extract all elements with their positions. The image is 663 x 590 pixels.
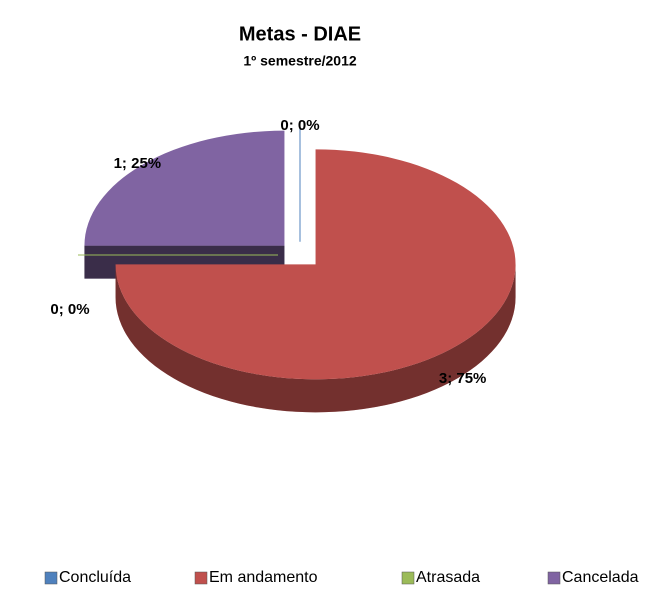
- legend-label: Concluída: [59, 569, 131, 586]
- legend-label: Atrasada: [416, 569, 480, 586]
- legend-swatch: [547, 571, 561, 585]
- legend-swatch: [401, 571, 415, 585]
- data-label: 0; 0%: [280, 117, 319, 134]
- legend-swatch: [44, 571, 58, 585]
- data-label: 3; 75%: [439, 370, 487, 387]
- slice-side-shade: [115, 264, 516, 413]
- legend-label: Em andamento: [209, 569, 318, 586]
- slice: [115, 149, 516, 380]
- data-label: 1; 25%: [114, 155, 162, 172]
- chart-title: Metas - DIAE: [239, 23, 361, 45]
- slice-side: [115, 264, 516, 413]
- legend-swatch: [194, 571, 208, 585]
- legend-label: Cancelada: [562, 569, 639, 586]
- data-label: 0; 0%: [50, 301, 89, 318]
- slice: [84, 130, 285, 246]
- chart-subtitle: 1º semestre/2012: [243, 53, 357, 69]
